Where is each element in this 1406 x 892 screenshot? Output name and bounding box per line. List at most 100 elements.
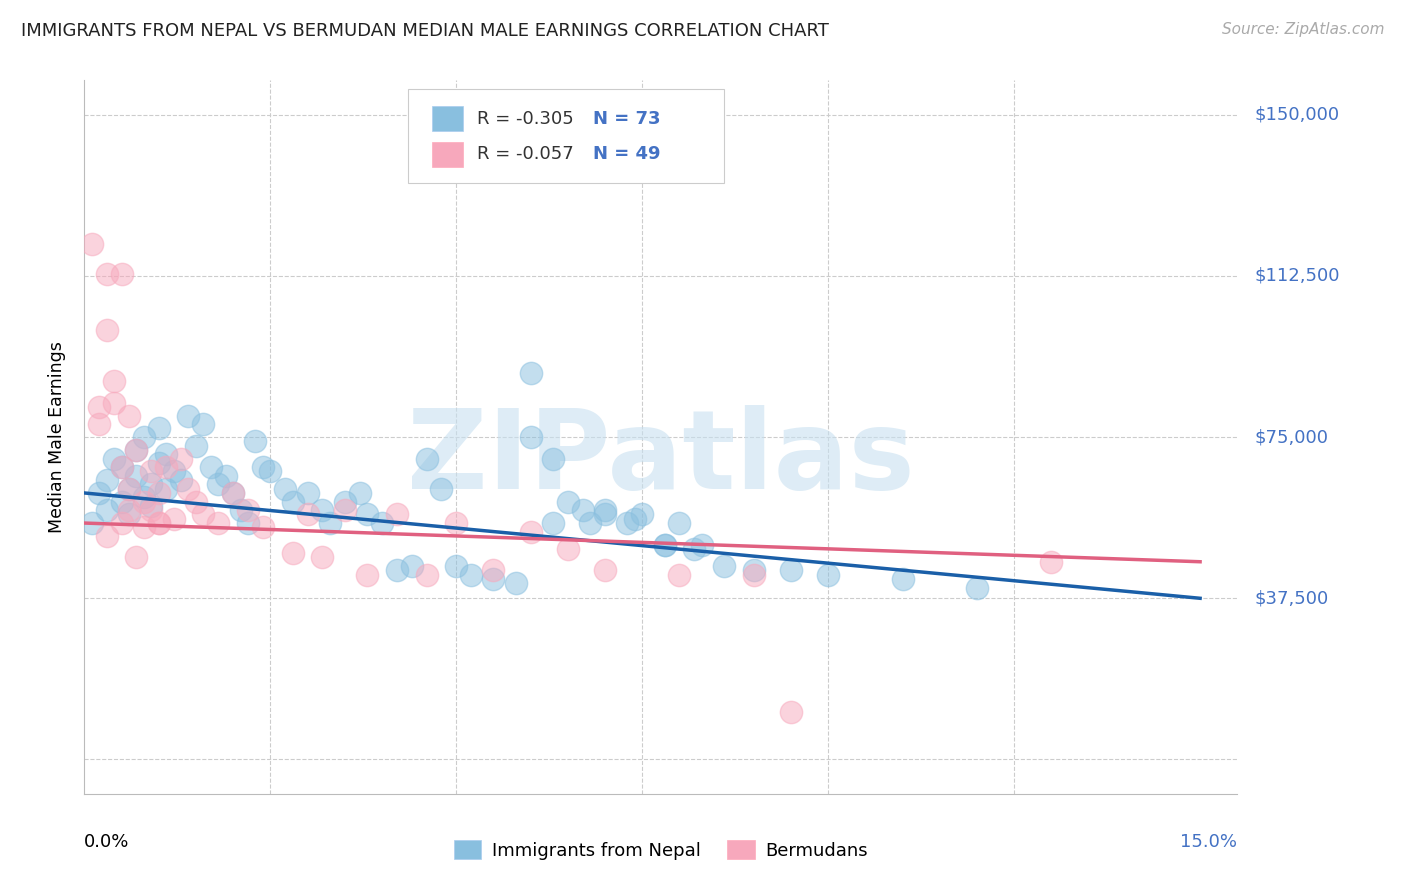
Point [125,442,148,457]
Point [110,460,132,475]
Point [593,508,616,522]
Point [236,516,259,530]
Point [222,486,245,500]
Point [207,516,229,530]
Text: $37,500: $37,500 [1254,590,1329,607]
Point [222,486,245,500]
Point [252,460,274,475]
Point [780,705,803,719]
Y-axis label: Median Male Earnings: Median Male Earnings [48,341,66,533]
Point [96,529,118,543]
Point [415,567,437,582]
Point [349,486,371,500]
Legend: Immigrants from Nepal, Bermudans: Immigrants from Nepal, Bermudans [446,832,876,867]
Point [654,537,676,551]
Point [89,486,111,500]
Text: R = -0.057: R = -0.057 [477,145,574,163]
Point [125,468,148,483]
Point [193,417,215,432]
Point [571,503,593,517]
Point [557,541,579,556]
Text: ZIPatlas: ZIPatlas [406,405,915,512]
Point [460,567,482,582]
Point [207,477,229,491]
Point [96,323,118,337]
Point [446,516,468,530]
Point [148,486,170,500]
Text: N = 49: N = 49 [593,145,661,163]
Point [593,503,616,517]
Point [177,482,200,496]
Point [155,482,177,496]
Point [281,494,304,508]
Text: 0.0%: 0.0% [84,833,129,851]
Point [966,581,988,595]
Point [80,516,103,530]
Point [297,508,319,522]
Point [259,465,281,479]
Point [519,524,541,539]
Point [541,451,564,466]
Point [519,366,541,380]
Point [148,516,170,530]
Point [155,447,177,461]
Point [110,516,132,530]
Point [385,508,408,522]
Point [162,465,184,479]
Point [541,516,564,530]
Point [742,563,765,577]
Point [891,572,914,586]
Point [132,494,155,508]
Point [482,572,505,586]
Point [155,460,177,475]
Point [519,430,541,444]
Point [623,512,645,526]
Text: $112,500: $112,500 [1254,267,1340,285]
Point [356,567,378,582]
Point [690,537,713,551]
Point [742,567,765,582]
Point [118,503,141,517]
Point [311,503,333,517]
Point [557,494,579,508]
Point [668,516,690,530]
Point [446,559,468,574]
Point [252,520,274,534]
Point [401,559,423,574]
Point [103,374,125,388]
Point [184,494,207,508]
Point [125,442,148,457]
Point [141,499,163,513]
Point [1040,555,1063,569]
Point [385,563,408,577]
Point [148,421,170,435]
Point [333,503,356,517]
Point [118,409,141,423]
Text: R = -0.305: R = -0.305 [477,110,574,128]
Point [780,563,803,577]
Point [141,477,163,491]
Point [184,439,207,453]
Point [415,451,437,466]
Text: IMMIGRANTS FROM NEPAL VS BERMUDAN MEDIAN MALE EARNINGS CORRELATION CHART: IMMIGRANTS FROM NEPAL VS BERMUDAN MEDIAN… [21,22,830,40]
Point [118,482,141,496]
Text: $150,000: $150,000 [1254,105,1340,124]
Point [193,508,215,522]
Point [200,460,222,475]
Point [333,494,356,508]
Point [505,576,527,591]
Point [125,550,148,565]
Point [356,508,378,522]
Point [616,516,638,530]
Point [148,456,170,470]
Point [96,267,118,281]
Text: Source: ZipAtlas.com: Source: ZipAtlas.com [1222,22,1385,37]
Point [96,503,118,517]
Point [132,430,155,444]
Point [654,537,676,551]
Point [245,434,267,449]
Point [162,512,184,526]
Point [229,503,252,517]
Point [96,473,118,487]
Point [89,417,111,432]
